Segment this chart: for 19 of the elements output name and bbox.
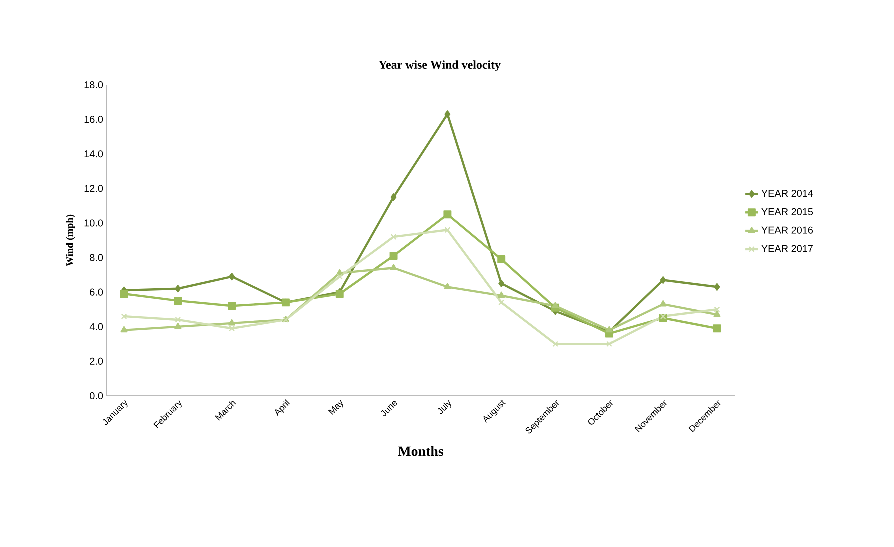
y-tick-label: 14.0 — [84, 150, 104, 158]
y-tick-label: 4.0 — [90, 323, 104, 330]
y-axis-title: Wind (mph) — [66, 214, 76, 266]
y-tick-label: 6.0 — [90, 288, 104, 296]
legend-label: YEAR 2017 — [762, 245, 813, 252]
y-tick-label: 0.0 — [90, 392, 104, 400]
y-tick-label: 2.0 — [90, 358, 104, 365]
legend-label: YEAR 2016 — [762, 226, 814, 234]
y-tick-label: 12.0 — [84, 185, 104, 192]
x-tick-label: July — [438, 400, 452, 414]
y-tick-label: 16.0 — [84, 116, 104, 124]
legend-label: YEAR 2015 — [762, 208, 814, 216]
chart-title: Year wise Wind velocity — [378, 60, 501, 72]
x-tick-label: May — [328, 400, 344, 415]
y-tick-label: 8.0 — [90, 254, 104, 262]
legend-label: YEAR 2014 — [762, 190, 814, 198]
x-axis-title: Months — [398, 446, 444, 456]
y-tick-label: 18.0 — [84, 81, 104, 89]
y-tick-label: 10.0 — [84, 220, 104, 227]
